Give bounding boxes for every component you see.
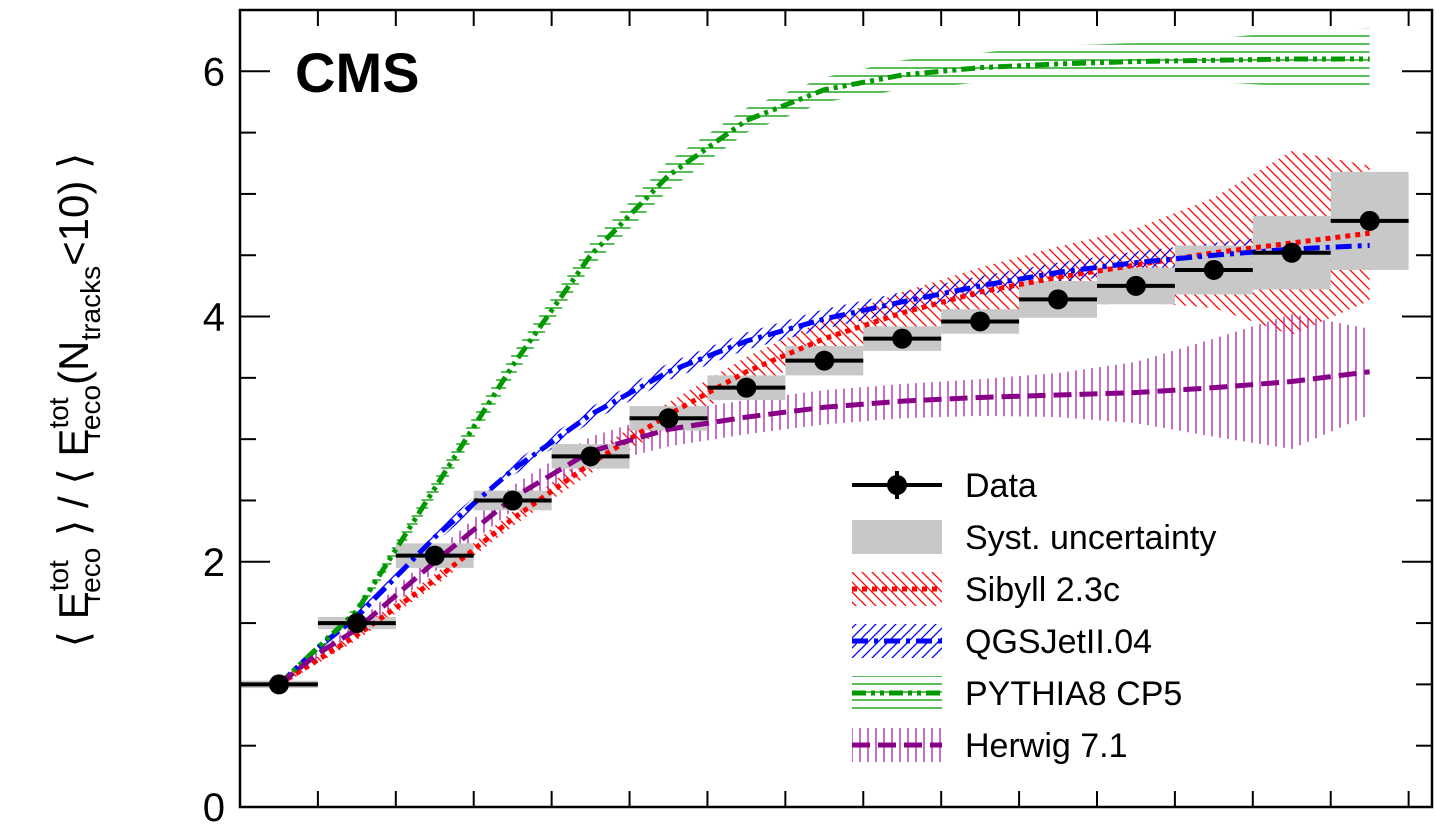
data-point (580, 446, 601, 467)
line-herwig-7-1 (277, 369, 1370, 687)
legend-syst-swatch (852, 520, 942, 554)
data-point (658, 408, 679, 429)
legend: Data Syst. uncertainty Sibyll 2.3c QGSJetII… (852, 467, 1216, 765)
data-point (424, 545, 445, 566)
data-point (1281, 242, 1302, 263)
legend-label-syst: Syst. uncertainty (965, 519, 1216, 557)
data-point (970, 311, 991, 332)
data-point (892, 328, 913, 349)
y-tick-label: 4 (203, 296, 225, 340)
cms-label: CMS (295, 41, 419, 104)
data-point (1203, 259, 1224, 280)
band-qgsjetii-04 (278, 230, 1370, 687)
band-herwig-7-1 (278, 314, 1370, 687)
legend-label-qgsjetii-04: QGSJetII.04 (965, 623, 1152, 661)
y-axis-label: ⟨ Etotreco ⟩ / ⟨ Etotreco(Ntracks<10) ⟩ (43, 153, 106, 648)
legend-data-marker (887, 475, 907, 495)
legend-label-data: Data (965, 467, 1037, 505)
data-point (736, 377, 757, 398)
data-point (1359, 210, 1380, 231)
y-tick-label: 6 (203, 50, 225, 94)
data-point (502, 490, 523, 511)
plot-frame (238, 8, 1434, 809)
line-pythia8-cp5 (277, 56, 1370, 687)
legend-label-sibyll-2-3c: Sibyll 2.3c (965, 571, 1120, 609)
y-tick-label: 0 (203, 786, 225, 829)
data-point (346, 613, 367, 634)
data-point (1048, 289, 1069, 310)
data-point (268, 674, 289, 695)
legend-label-pythia8-cp5: PYTHIA8 CP5 (965, 675, 1182, 713)
data-point (1125, 275, 1146, 296)
y-tick-label: 2 (203, 541, 225, 585)
data-point (814, 350, 835, 371)
legend-label-herwig-7-1: Herwig 7.1 (965, 727, 1128, 765)
